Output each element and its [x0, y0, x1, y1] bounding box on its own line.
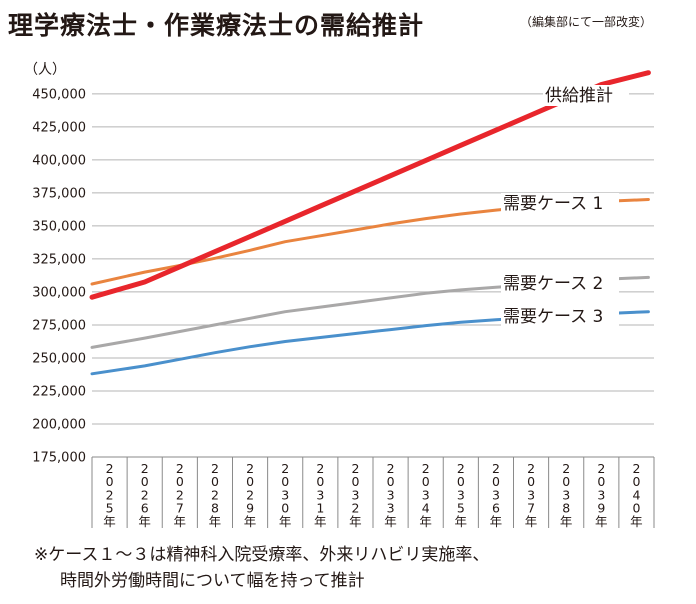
series-label: 需要ケース 1	[503, 194, 603, 214]
y-tick-label: 275,000	[32, 318, 86, 333]
y-tick-labels: 175,000 200,000 225,000 250,000 275,000 300,0…	[32, 87, 86, 465]
y-tick-label: 425,000	[32, 120, 86, 135]
footnote-line-1: ※ケース１～３は精神科入院受療率、外来リハビリ実施率、	[34, 545, 490, 565]
series-label: 供給推計	[545, 86, 613, 106]
footnote-line-2: 時間外労働時間について幅を持って推計	[60, 571, 365, 591]
y-tick-label: 375,000	[32, 186, 86, 201]
y-tick-label: 175,000	[32, 451, 86, 466]
y-tick-label: 200,000	[32, 417, 86, 432]
y-tick-label: 400,000	[32, 153, 86, 168]
x-tick-labels: 2 0 2 5 年 2 0 2 6 年 2 0 2 7 年 2 0 2 8 年 2 0 2 9 年 2 0 3 0 年 2 0 3 1 年 2 0 3 2 年…	[103, 461, 642, 529]
series-label-backing	[543, 85, 629, 106]
y-axis-unit-label: （人）	[24, 62, 66, 78]
y-tick-label: 325,000	[32, 252, 86, 267]
series-label: 需要ケース 2	[503, 274, 603, 294]
series-label-backing	[501, 306, 619, 327]
y-tick-label: 350,000	[32, 219, 86, 234]
series-label: 需要ケース 3	[503, 307, 603, 327]
series-layer	[89, 70, 651, 376]
series-label-backing	[501, 193, 619, 214]
series-line	[89, 70, 651, 300]
y-tick-label: 250,000	[32, 351, 86, 366]
y-tick-label: 300,000	[32, 285, 86, 300]
title-note: （編集部にて一部改変）	[520, 15, 653, 29]
series-label-backing	[501, 273, 619, 294]
page-title: 理学療法士・作業療法士の需給推計	[8, 11, 425, 40]
y-tick-label: 450,000	[32, 87, 86, 102]
grid-layer	[91, 93, 655, 528]
y-tick-label: 225,000	[32, 384, 86, 399]
